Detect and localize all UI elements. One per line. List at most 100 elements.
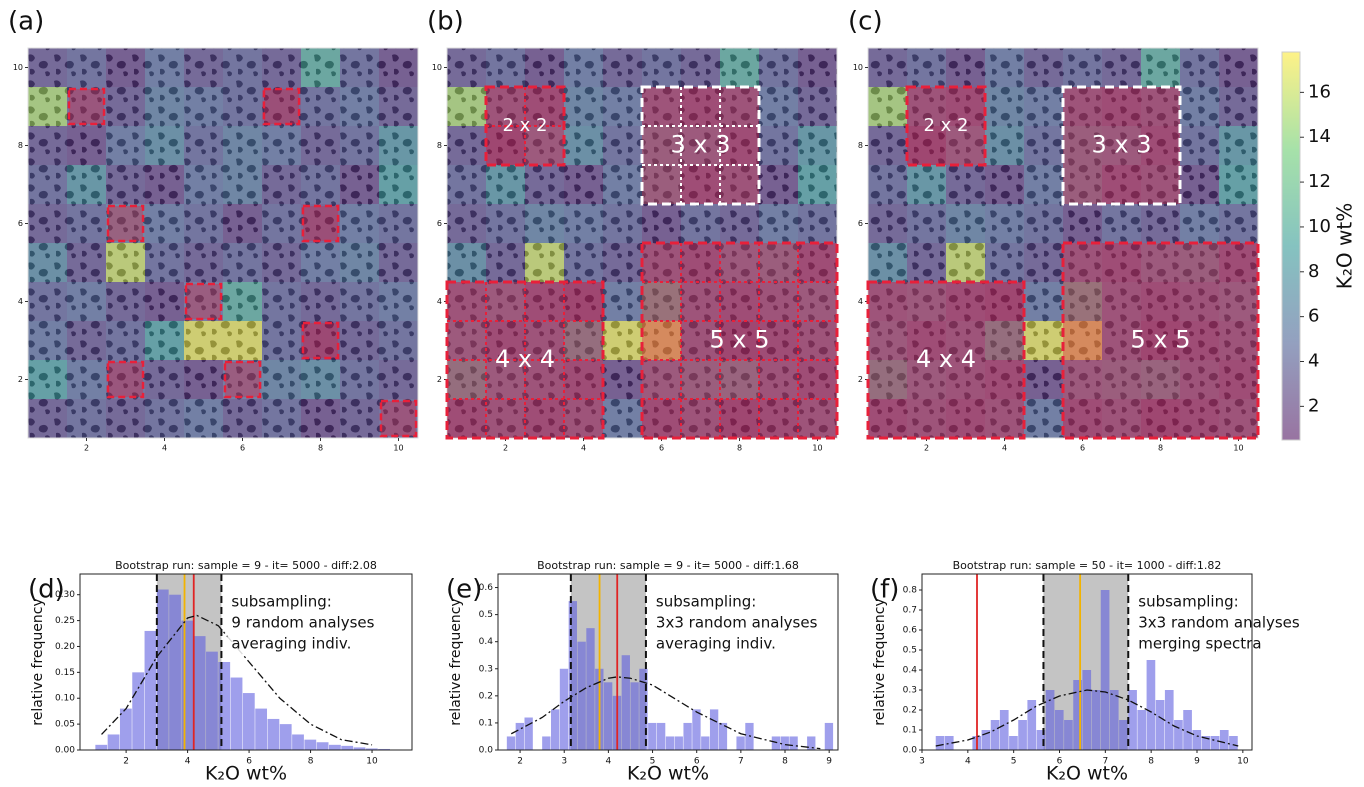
annotation: 3x3 random analyses (1138, 614, 1300, 632)
selection-box (301, 321, 340, 360)
heat-cell (28, 321, 67, 360)
heat-cell (985, 48, 1024, 87)
annotation: subsampling: (231, 593, 331, 611)
bar (1210, 736, 1220, 750)
colorbar-tick-label: 12 (1308, 171, 1331, 192)
heat-cell (1219, 321, 1258, 360)
x-axis-label: K₂O wt% (1046, 763, 1128, 785)
selection-box (640, 85, 761, 206)
heat-cell (145, 165, 184, 204)
colorbar (1282, 52, 1300, 440)
bar (1128, 690, 1137, 750)
annotation: merging spectra (1138, 635, 1261, 653)
y-tick-label: 0.30 (55, 590, 75, 600)
heat-cell (28, 360, 67, 399)
y-tick-label: 0.3 (903, 686, 917, 696)
heat-cell (184, 360, 223, 399)
heat-cell (340, 204, 379, 243)
box-label: 3 x 3 (671, 131, 731, 159)
heat-cell (184, 48, 223, 87)
heat-cell (301, 165, 340, 204)
bar (771, 736, 781, 750)
heat-cell (262, 360, 301, 399)
heat-cell (720, 321, 759, 360)
heat-cell (798, 243, 837, 282)
heat-cell (1063, 48, 1102, 87)
selection-box (67, 87, 106, 126)
heat-cell (868, 243, 907, 282)
y-tick-label: 10 (432, 63, 442, 72)
y-tick-label: 0.1 (903, 726, 917, 736)
heat-cell (642, 204, 681, 243)
heat-cell (1102, 243, 1141, 282)
y-tick-label: 0.25 (55, 616, 75, 626)
fit-curve (510, 676, 821, 750)
heat-cell (564, 321, 603, 360)
heat-cell (564, 399, 603, 438)
heat-cell (262, 321, 301, 360)
panel-label: (e) (446, 575, 482, 605)
selection-box (184, 282, 223, 321)
box-label: 5 x 5 (710, 326, 770, 354)
chart-title: Bootstrap run: sample = 9 - it= 5000 - d… (115, 559, 377, 572)
heat-cell (301, 243, 340, 282)
heat-cell (868, 48, 907, 87)
x-tick-label: 10 (366, 757, 378, 767)
bar (1109, 690, 1119, 750)
y-tick-label: 4 (18, 297, 23, 306)
heat-cell (907, 282, 946, 321)
heat-cell (184, 399, 223, 438)
heat-cell (798, 399, 837, 438)
x-tick-label: 4 (1002, 444, 1007, 453)
heat-cell (720, 399, 759, 438)
heat-cell (564, 126, 603, 165)
heat-cell (1141, 48, 1180, 87)
bar (683, 722, 692, 750)
heat-cell (759, 282, 798, 321)
x-axis-label: K₂O wt% (205, 763, 287, 785)
y-tick-label: 4 (437, 297, 442, 306)
heat-cell (486, 165, 525, 204)
x-tick-label: 7 (1102, 757, 1108, 767)
heat-cell (525, 126, 564, 165)
heat-cell (28, 204, 67, 243)
heat-cell (907, 126, 946, 165)
bar (1155, 700, 1165, 750)
bar (630, 682, 639, 750)
bar (1201, 736, 1211, 750)
heat-cell (525, 282, 564, 321)
bar (242, 693, 255, 750)
bar (181, 620, 194, 750)
heat-cell (1219, 243, 1258, 282)
bar (255, 708, 268, 750)
y-tick-label: 2 (858, 375, 863, 384)
annotation: 3x3 random analyses (656, 614, 818, 632)
selection-box (379, 399, 418, 438)
x-tick-label: 9 (826, 757, 832, 767)
bar (824, 722, 834, 750)
heat-cell (564, 48, 603, 87)
heat-cell (759, 165, 798, 204)
heat-cell (1063, 126, 1102, 165)
heat-cell (262, 243, 301, 282)
bar (736, 736, 745, 750)
selection-box (640, 241, 839, 440)
y-tick-label: 0.2 (903, 706, 917, 716)
heat-cell (262, 165, 301, 204)
heat-cell (379, 87, 418, 126)
heat-cell (1024, 165, 1063, 204)
heat-cell (145, 399, 184, 438)
heat-cell (868, 126, 907, 165)
x-tick-label: 4 (965, 757, 971, 767)
y-axis-label: relative frequency (448, 598, 464, 725)
heat-cell (301, 126, 340, 165)
bar (990, 720, 1000, 750)
bar (279, 724, 292, 750)
selection-box (106, 360, 145, 399)
heat-cell (486, 282, 525, 321)
heat-cell (946, 87, 985, 126)
heat-cell (262, 87, 301, 126)
bar (1064, 720, 1073, 750)
colorbar-tick-label: 4 (1308, 351, 1319, 372)
